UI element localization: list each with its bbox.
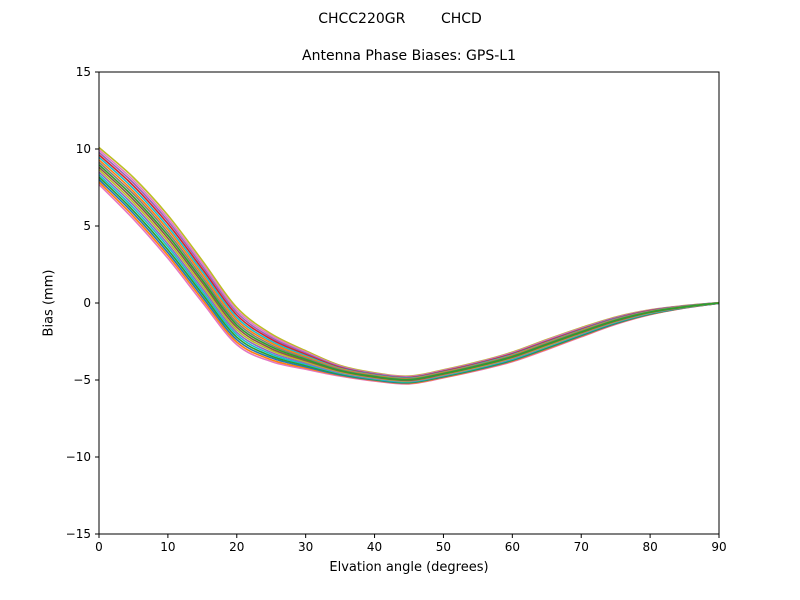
y-tick-label: 5 xyxy=(83,219,91,233)
x-tick-label: 50 xyxy=(436,540,451,554)
x-tick-label: 20 xyxy=(229,540,244,554)
x-tick-label: 40 xyxy=(367,540,382,554)
series-line-trace-08 xyxy=(98,176,720,384)
series-line-trace-16 xyxy=(98,164,720,381)
x-tick-label: 80 xyxy=(642,540,657,554)
series-line-trace-13 xyxy=(98,161,720,381)
y-axis-label: Bias (mm) xyxy=(41,269,57,337)
y-tick-label: −15 xyxy=(66,527,91,541)
x-tick-label: 90 xyxy=(711,540,726,554)
x-axis-label: Elvation angle (degrees) xyxy=(329,560,489,575)
y-tick-label: −10 xyxy=(66,450,91,464)
x-tick-label: 60 xyxy=(505,540,520,554)
x-tick-label: 0 xyxy=(95,540,103,554)
x-tick-label: 70 xyxy=(574,540,589,554)
series-line-trace-10 xyxy=(98,174,720,383)
axes-title: Antenna Phase Biases: GPS-L1 xyxy=(302,48,516,64)
y-tick-label: 15 xyxy=(76,65,91,79)
y-tick-label: 10 xyxy=(76,142,91,156)
series-line-trace-09 xyxy=(98,156,720,380)
x-tick-label: 10 xyxy=(160,540,175,554)
x-tick-label: 30 xyxy=(298,540,313,554)
figure-suptitle: CHCC220GR CHCD xyxy=(318,11,482,27)
axes-frame xyxy=(98,71,720,535)
y-tick-label: 0 xyxy=(83,296,91,310)
y-tick-label: −5 xyxy=(73,373,91,387)
